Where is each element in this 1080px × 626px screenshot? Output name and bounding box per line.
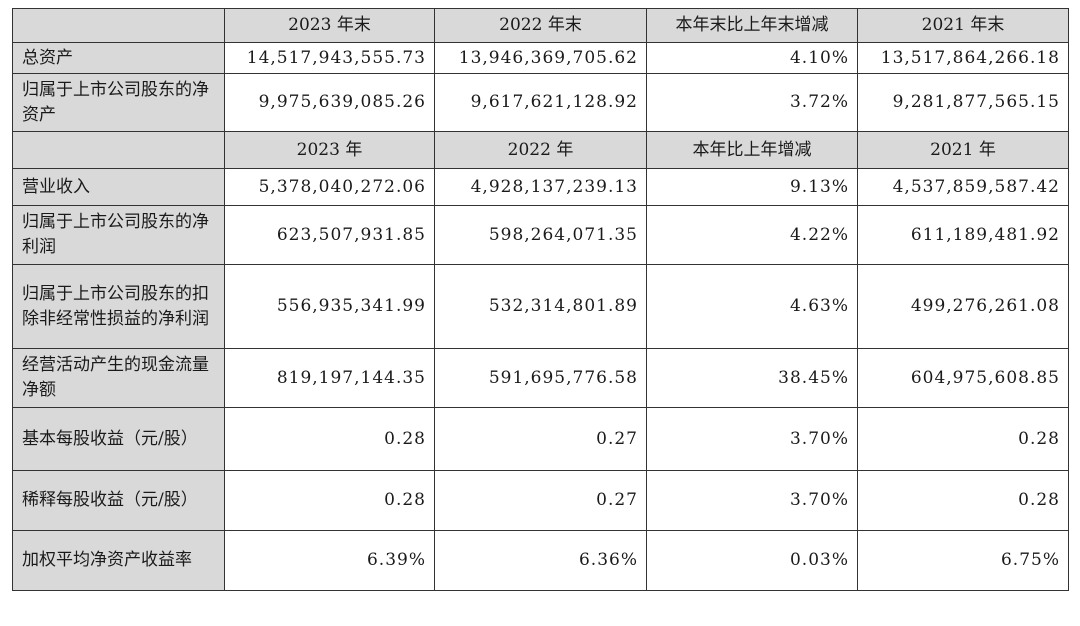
- value-cell: 6.39%: [224, 530, 435, 591]
- header-cell-2021-end: 2021 年末: [857, 8, 1069, 43]
- value-cell: 532,314,801.89: [434, 264, 647, 349]
- value-cell: 604,975,608.85: [857, 348, 1069, 408]
- table-row-revenue: 营业收入 5,378,040,272.06 4,928,137,239.13 9…: [12, 168, 1069, 206]
- value-cell: 3.72%: [646, 73, 858, 132]
- value-cell: 0.03%: [646, 530, 858, 591]
- financial-summary-table-container: 2023 年末 2022 年末 本年末比上年末增减 2021 年末 总资产 14…: [12, 8, 1069, 591]
- table-row-basic-eps: 基本每股收益（元/股） 0.28 0.27 3.70% 0.28: [12, 407, 1069, 471]
- value-cell: 591,695,776.58: [434, 348, 647, 408]
- value-cell: 3.70%: [646, 470, 858, 531]
- header-cell-2022: 2022 年: [434, 131, 647, 169]
- value-cell: 5,378,040,272.06: [224, 168, 435, 206]
- row-label: 经营活动产生的现金流量净额: [12, 348, 225, 408]
- header-row-year-end: 2023 年末 2022 年末 本年末比上年末增减 2021 年末: [12, 8, 1069, 43]
- header-cell-blank: [12, 131, 225, 169]
- value-cell: 4,537,859,587.42: [857, 168, 1069, 206]
- value-cell: 598,264,071.35: [434, 205, 647, 265]
- value-cell: 13,946,369,705.62: [434, 42, 647, 74]
- header-cell-blank: [12, 8, 225, 43]
- value-cell: 9,281,877,565.15: [857, 73, 1069, 132]
- table-row-total-assets: 总资产 14,517,943,555.73 13,946,369,705.62 …: [12, 42, 1069, 74]
- value-cell: 0.27: [434, 407, 647, 471]
- header-cell-2022-end: 2022 年末: [434, 8, 647, 43]
- value-cell: 819,197,144.35: [224, 348, 435, 408]
- table-row-net-profit-excl-nonrecurring: 归属于上市公司股东的扣除非经常性损益的净利润 556,935,341.99 53…: [12, 264, 1069, 349]
- header-cell-change-year-end: 本年末比上年末增减: [646, 8, 858, 43]
- value-cell: 4,928,137,239.13: [434, 168, 647, 206]
- value-cell: 611,189,481.92: [857, 205, 1069, 265]
- table-row-operating-cash-flow: 经营活动产生的现金流量净额 819,197,144.35 591,695,776…: [12, 348, 1069, 408]
- header-cell-2021: 2021 年: [857, 131, 1069, 169]
- value-cell: 0.28: [224, 470, 435, 531]
- table-row-diluted-eps: 稀释每股收益（元/股） 0.28 0.27 3.70% 0.28: [12, 470, 1069, 531]
- value-cell: 0.27: [434, 470, 647, 531]
- table-row-net-profit: 归属于上市公司股东的净利润 623,507,931.85 598,264,071…: [12, 205, 1069, 265]
- row-label: 归属于上市公司股东的净利润: [12, 205, 225, 265]
- row-label: 稀释每股收益（元/股）: [12, 470, 225, 531]
- value-cell: 6.75%: [857, 530, 1069, 591]
- value-cell: 13,517,864,266.18: [857, 42, 1069, 74]
- value-cell: 6.36%: [434, 530, 647, 591]
- row-label: 加权平均净资产收益率: [12, 530, 225, 591]
- financial-summary-table: 2023 年末 2022 年末 本年末比上年末增减 2021 年末 总资产 14…: [12, 8, 1069, 591]
- value-cell: 4.63%: [646, 264, 858, 349]
- value-cell: 3.70%: [646, 407, 858, 471]
- value-cell: 38.45%: [646, 348, 858, 408]
- header-cell-2023: 2023 年: [224, 131, 435, 169]
- value-cell: 4.22%: [646, 205, 858, 265]
- value-cell: 9.13%: [646, 168, 858, 206]
- table-row-weighted-roe: 加权平均净资产收益率 6.39% 6.36% 0.03% 6.75%: [12, 530, 1069, 591]
- header-cell-2023-end: 2023 年末: [224, 8, 435, 43]
- header-row-year: 2023 年 2022 年 本年比上年增减 2021 年: [12, 131, 1069, 169]
- header-cell-change-year: 本年比上年增减: [646, 131, 858, 169]
- row-label: 营业收入: [12, 168, 225, 206]
- value-cell: 499,276,261.08: [857, 264, 1069, 349]
- value-cell: 556,935,341.99: [224, 264, 435, 349]
- value-cell: 14,517,943,555.73: [224, 42, 435, 74]
- value-cell: 0.28: [857, 407, 1069, 471]
- row-label: 基本每股收益（元/股）: [12, 407, 225, 471]
- value-cell: 0.28: [857, 470, 1069, 531]
- value-cell: 9,975,639,085.26: [224, 73, 435, 132]
- table-row-net-assets: 归属于上市公司股东的净资产 9,975,639,085.26 9,617,621…: [12, 73, 1069, 132]
- row-label: 归属于上市公司股东的净资产: [12, 73, 225, 132]
- value-cell: 0.28: [224, 407, 435, 471]
- row-label: 总资产: [12, 42, 225, 74]
- value-cell: 9,617,621,128.92: [434, 73, 647, 132]
- row-label: 归属于上市公司股东的扣除非经常性损益的净利润: [12, 264, 225, 349]
- value-cell: 4.10%: [646, 42, 858, 74]
- value-cell: 623,507,931.85: [224, 205, 435, 265]
